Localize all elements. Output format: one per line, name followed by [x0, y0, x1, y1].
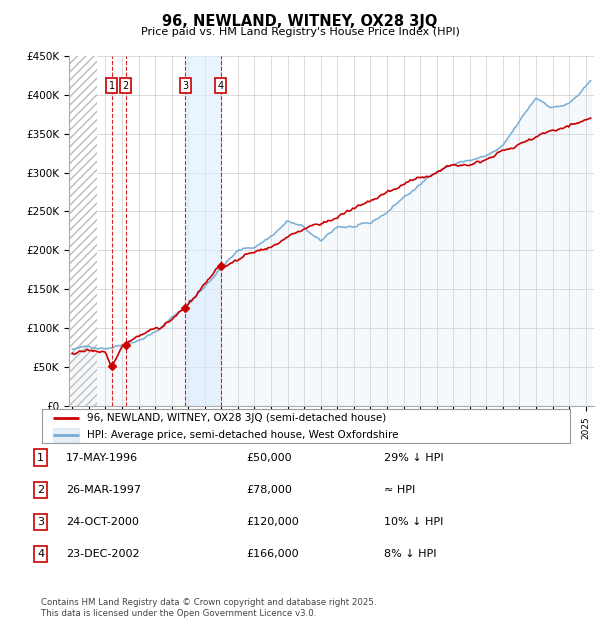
Text: Price paid vs. HM Land Registry's House Price Index (HPI): Price paid vs. HM Land Registry's House … [140, 27, 460, 37]
Text: 96, NEWLAND, WITNEY, OX28 3JQ: 96, NEWLAND, WITNEY, OX28 3JQ [163, 14, 437, 29]
Text: 1: 1 [37, 453, 44, 463]
Text: 4: 4 [37, 549, 44, 559]
Text: 8% ↓ HPI: 8% ↓ HPI [384, 549, 437, 559]
Text: £120,000: £120,000 [246, 517, 299, 527]
Text: 2: 2 [37, 485, 44, 495]
Text: £50,000: £50,000 [246, 453, 292, 463]
Text: 3: 3 [182, 81, 188, 91]
Text: 96, NEWLAND, WITNEY, OX28 3JQ (semi-detached house): 96, NEWLAND, WITNEY, OX28 3JQ (semi-deta… [87, 413, 386, 423]
Text: HPI: Average price, semi-detached house, West Oxfordshire: HPI: Average price, semi-detached house,… [87, 430, 398, 440]
Text: 1: 1 [109, 81, 115, 91]
Bar [69, 56, 97, 406]
Bar [185, 56, 221, 406]
Text: 4: 4 [218, 81, 224, 91]
Text: 26-MAR-1997: 26-MAR-1997 [66, 485, 141, 495]
Text: 10% ↓ HPI: 10% ↓ HPI [384, 517, 443, 527]
Text: £166,000: £166,000 [246, 549, 299, 559]
Text: 3: 3 [37, 517, 44, 527]
Text: 17-MAY-1996: 17-MAY-1996 [66, 453, 138, 463]
Text: 29% ↓ HPI: 29% ↓ HPI [384, 453, 443, 463]
Text: 24-OCT-2000: 24-OCT-2000 [66, 517, 139, 527]
Text: 23-DEC-2002: 23-DEC-2002 [66, 549, 140, 559]
Text: £78,000: £78,000 [246, 485, 292, 495]
Text: Contains HM Land Registry data © Crown copyright and database right 2025.
This d: Contains HM Land Registry data © Crown c… [41, 598, 376, 618]
Text: 2: 2 [122, 81, 129, 91]
Text: ≈ HPI: ≈ HPI [384, 485, 415, 495]
